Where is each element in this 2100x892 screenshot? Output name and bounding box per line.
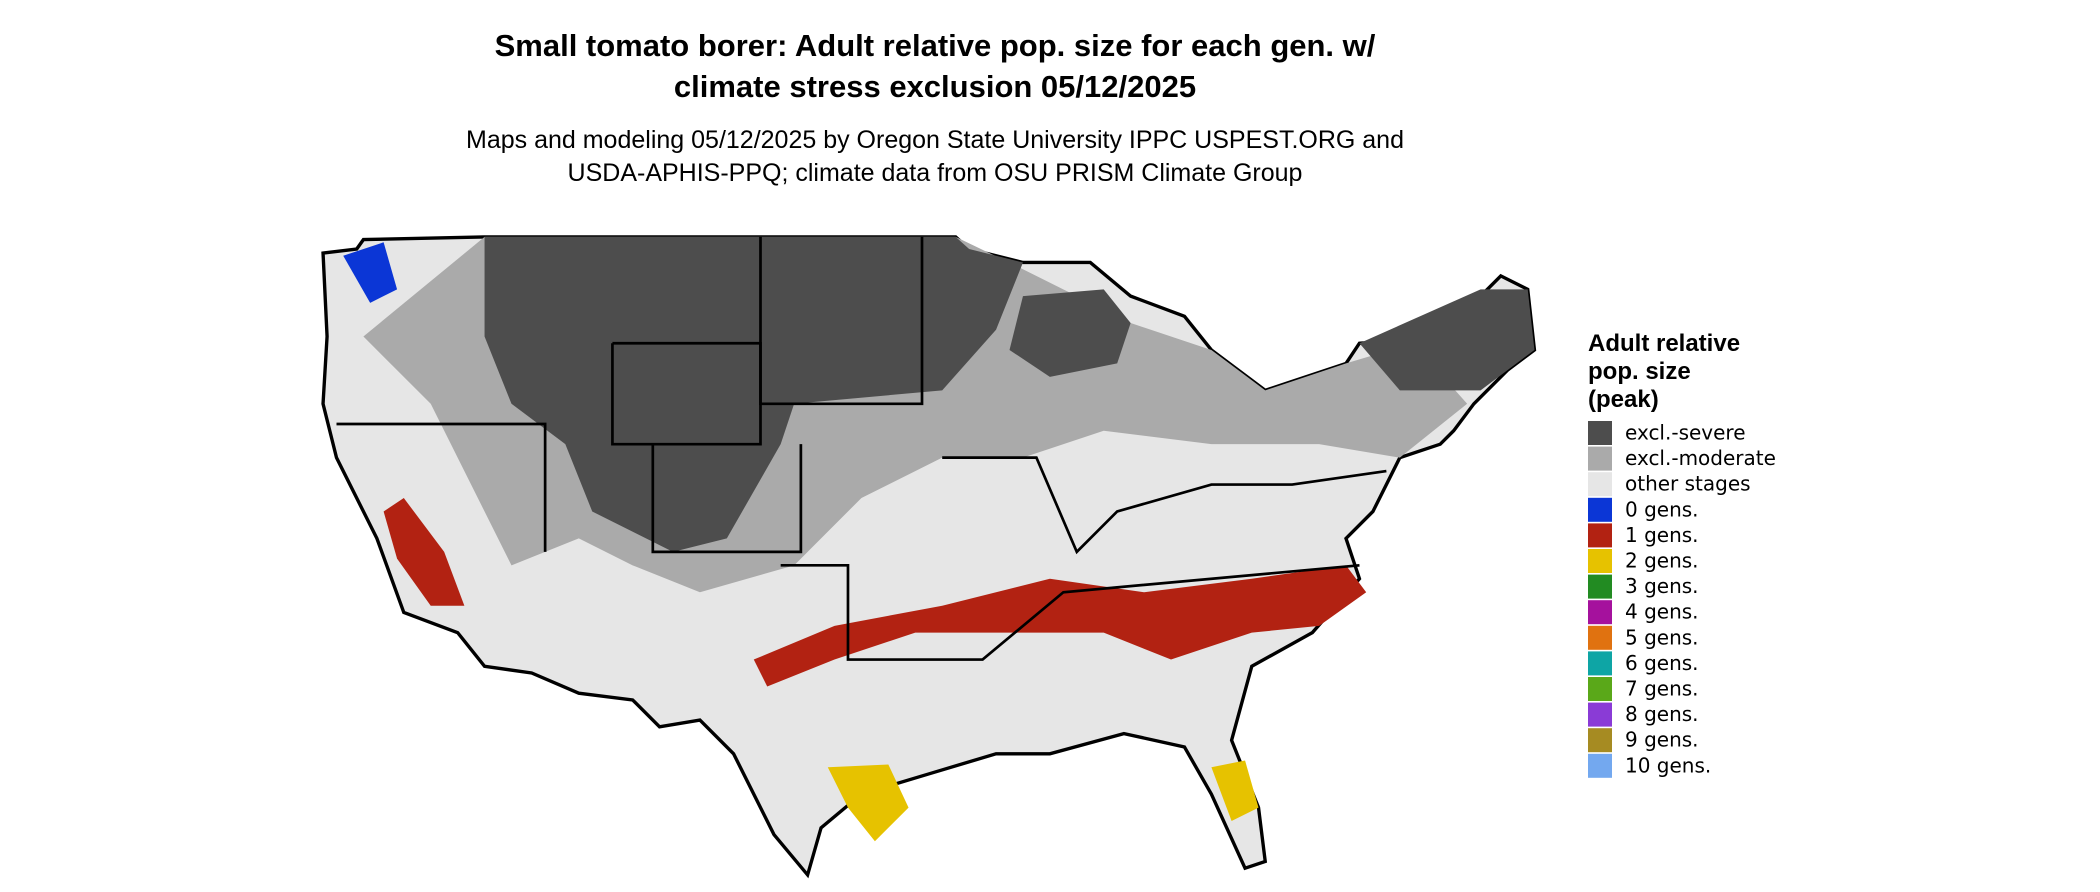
legend-swatch xyxy=(1588,702,1612,727)
legend-title: Adult relative xyxy=(1588,330,1740,357)
two-gen-region xyxy=(827,764,909,842)
state-border xyxy=(759,236,924,406)
legend-swatch xyxy=(1588,549,1612,573)
subtitle-line: Maps and modeling 05/12/2025 by Oregon S… xyxy=(466,126,1404,154)
legend-label: excl.-moderate xyxy=(1625,446,1776,470)
legend-swatch xyxy=(1588,421,1612,445)
map xyxy=(321,235,1537,879)
legend-label: 8 gens. xyxy=(1625,702,1699,726)
legend-swatch xyxy=(1588,446,1612,471)
legend-label: 0 gens. xyxy=(1625,497,1699,521)
legend-label: 3 gens. xyxy=(1625,574,1699,598)
title-line: climate stress exclusion 05/12/2025 xyxy=(674,69,1196,104)
subtitle-line: USDA-APHIS-PPQ; climate data from OSU PR… xyxy=(568,159,1303,187)
legend-label: 7 gens. xyxy=(1625,677,1699,701)
two-gen-region xyxy=(1211,760,1259,822)
one-gen-region xyxy=(383,498,465,606)
one-gen-region xyxy=(753,565,1367,687)
state-border xyxy=(651,444,803,554)
legend-label: 5 gens. xyxy=(1625,625,1699,649)
legend-label: 1 gens. xyxy=(1625,523,1699,547)
legend-swatch xyxy=(1588,523,1612,548)
severe-region xyxy=(1359,289,1535,391)
legend-swatch xyxy=(1588,497,1612,522)
legend-label: 9 gens. xyxy=(1625,728,1699,752)
legend-swatch xyxy=(1588,753,1612,778)
legend-label: 2 gens. xyxy=(1625,549,1699,573)
title-line: Small tomato borer: Adult relative pop. … xyxy=(495,28,1376,63)
legend-label: 6 gens. xyxy=(1625,651,1699,675)
zero-gen-region xyxy=(343,242,398,303)
legend-title: pop. size xyxy=(1588,358,1691,385)
legend-swatch xyxy=(1588,600,1612,625)
state-border xyxy=(336,422,547,552)
severe-region xyxy=(1009,289,1131,377)
severe-region xyxy=(484,236,1023,552)
legend-swatch xyxy=(1588,574,1612,599)
legend-title: (peak) xyxy=(1588,386,1659,413)
legend-swatch xyxy=(1588,625,1612,650)
legend-swatch xyxy=(1588,651,1612,676)
legend-swatch xyxy=(1588,677,1612,701)
legend-label: 10 gens. xyxy=(1625,753,1711,777)
legend-label: other stages xyxy=(1625,472,1751,496)
legend-swatch xyxy=(1588,728,1612,753)
state-border xyxy=(611,341,762,446)
legend-label: excl.-severe xyxy=(1625,421,1746,445)
state-border xyxy=(780,563,1360,661)
state-border xyxy=(942,456,1387,555)
legend-label: 4 gens. xyxy=(1625,600,1699,624)
legend-swatch xyxy=(1588,472,1612,497)
